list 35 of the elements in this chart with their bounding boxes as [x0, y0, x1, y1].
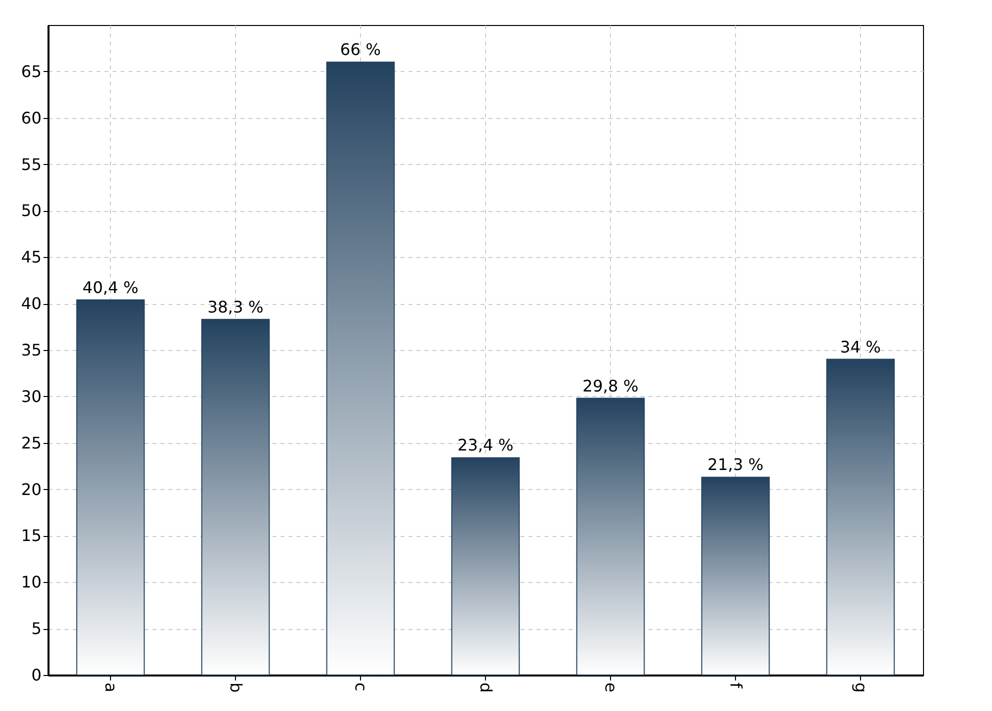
bar [826, 358, 895, 676]
y-tick-label: 35 [21, 340, 42, 360]
y-tick-label: 20 [21, 480, 42, 499]
bar [201, 318, 270, 676]
y-tick-label: 65 [21, 62, 42, 81]
x-tick-label: g [852, 682, 870, 693]
bar [701, 476, 770, 676]
bar [576, 398, 645, 676]
data-label: 40,4 % [82, 278, 138, 297]
y-tick-label: 5 [31, 619, 42, 638]
bar [326, 62, 395, 676]
bar [451, 457, 520, 676]
x-tick-label: b [226, 682, 246, 693]
x-tick-label: d [476, 682, 496, 693]
y-tick-label: 45 [21, 248, 42, 267]
data-label: 66 % [340, 40, 381, 60]
bar [76, 299, 145, 676]
x-tick-label: c [352, 682, 370, 692]
y-tick-label: 55 [21, 154, 42, 174]
data-label: 23,4 % [458, 436, 514, 455]
y-tick-label: 10 [21, 572, 42, 592]
y-tick-label: 50 [21, 201, 42, 220]
data-label: 29,8 % [582, 376, 638, 396]
data-label: 21,3 % [708, 455, 764, 474]
data-label: 38,3 % [208, 297, 264, 316]
y-tick-label: 25 [21, 433, 42, 452]
data-label: 34 % [840, 337, 881, 356]
y-tick-label: 15 [21, 526, 42, 546]
y-tick-label: 40 [21, 294, 42, 314]
y-tick-label: 60 [21, 108, 42, 128]
y-tick-label: 0 [31, 666, 42, 684]
x-tick-label: a [102, 682, 120, 692]
x-tick-label: e [602, 682, 620, 692]
y-tick-label: 30 [21, 386, 42, 406]
x-tick-label: f [726, 682, 746, 688]
